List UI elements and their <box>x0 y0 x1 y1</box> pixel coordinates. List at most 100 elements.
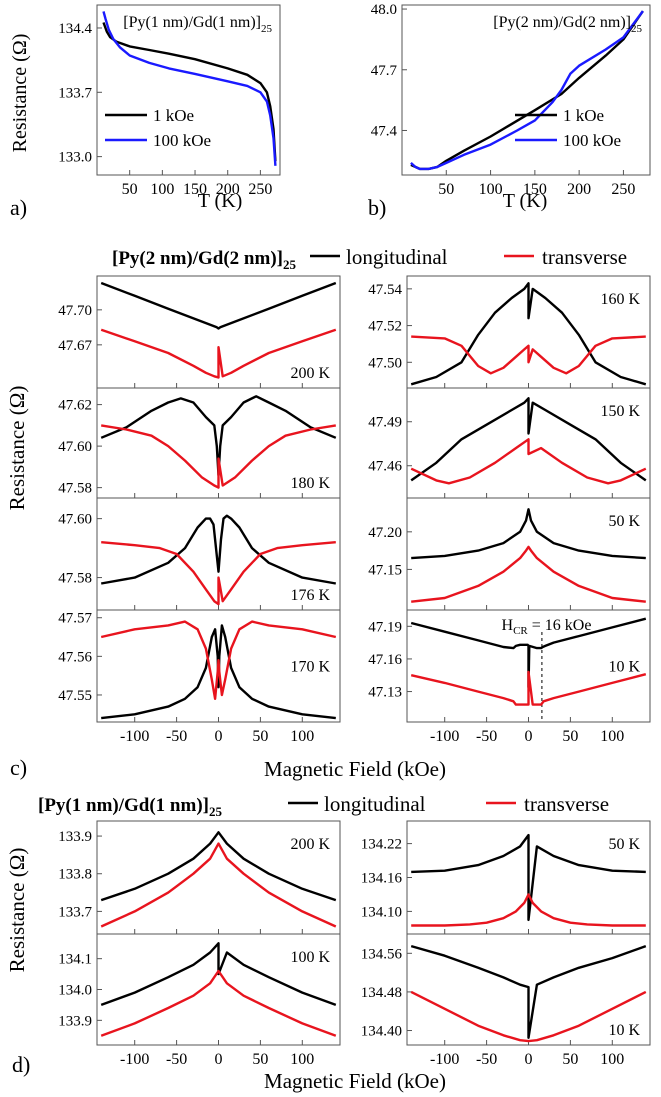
series-line-d100-longitudinal <box>100 942 337 1007</box>
temperature-label-c10: 10 K <box>608 659 640 676</box>
series-line-c200-longitudinal <box>100 281 337 330</box>
ytick-label: 47.58 <box>58 571 92 587</box>
ytick-label: 47.56 <box>58 649 92 665</box>
legend-label: 100 kOe <box>153 131 211 150</box>
group-d-title-sub: 25 <box>209 804 223 819</box>
series-line-c170-transverse <box>100 620 337 700</box>
series-line-d10-longitudinal <box>410 944 647 1039</box>
xlabel-c: Magnetic Field (kOe) <box>264 757 446 781</box>
temperature-label-c180: 180 K <box>290 475 330 492</box>
ytick-label: 47.19 <box>368 619 402 635</box>
series-line-c50-longitudinal <box>411 508 646 560</box>
ytick-label: 47.67 <box>58 338 92 354</box>
hcr-annotation-value: = 16 kOe <box>528 617 592 634</box>
series-line-d50-transverse <box>411 893 646 927</box>
panel-letter-b: b) <box>368 195 386 220</box>
series-line-d100-transverse <box>100 969 337 1037</box>
xtick-label: -50 <box>476 728 497 745</box>
ytick-label: 134.40 <box>361 1024 402 1040</box>
series-line-c50-transverse <box>411 545 646 603</box>
xtick-label: -50 <box>166 1051 187 1068</box>
chart-d200: 133.7 133.8 133.9 200 K <box>58 820 341 935</box>
temperature-label-c176: 176 K <box>290 587 330 604</box>
panel-title-b: [Py(2 nm)/Gd(2 nm)]25 <box>493 14 642 35</box>
chart-c176: 47.58 47.60 176 K <box>58 497 341 611</box>
hcr-annotation-h: H <box>502 617 514 634</box>
ytick-label: 47.62 <box>58 398 92 414</box>
chart-b: 47.4 47.7 48.0 50 100 150 200 250 [Py(2 nm)/Gd(2… <box>371 2 651 198</box>
xtick-label: 100 <box>290 1051 314 1068</box>
ytick-label: 134.56 <box>361 946 403 962</box>
chart-a: 133.0 133.7 134.4 50 100 150 200 250 [Py(1 nm)/G… <box>58 4 281 198</box>
temperature-label-c150: 150 K <box>600 403 640 420</box>
series-line-d200-transverse <box>100 842 337 928</box>
temperature-label-d100: 100 K <box>290 949 330 966</box>
ytick-label: 134.1 <box>58 952 92 968</box>
temperature-label-c50: 50 K <box>608 513 640 530</box>
xtick-label: 100 <box>290 728 314 745</box>
panel-title-main: [Py(1 nm)/Gd(1 nm)] <box>123 14 261 31</box>
xtick-label: 0 <box>215 1051 223 1068</box>
ytick-label: 134.4 <box>58 21 92 37</box>
ytick-label: 133.7 <box>58 85 92 101</box>
ytick-label: 134.0 <box>58 983 92 999</box>
xtick-label: 250 <box>248 181 272 198</box>
ytick-label: 47.57 <box>58 611 92 627</box>
ytick-label: 133.9 <box>58 1013 92 1029</box>
ylabel-c: Resistance (Ω) <box>5 386 29 511</box>
panel-title-sub: 25 <box>631 23 643 35</box>
xlabel-b: T (K) <box>503 190 548 212</box>
panel-title-a: [Py(1 nm)/Gd(1 nm)]25 <box>123 14 272 35</box>
chart-d50: 134.10 134.16 134.22 50 K <box>361 820 651 935</box>
ytick-label: 134.22 <box>361 837 402 853</box>
xtick-label: 150 <box>523 181 547 198</box>
chart-d10: 134.40 134.48 134.56 -100 -50 0 50 100 10 K <box>361 933 651 1068</box>
chart-c160: 47.50 47.52 47.54 160 K <box>368 275 651 389</box>
xtick-label: 100 <box>150 181 174 198</box>
chart-c180: 47.58 47.60 47.62 180 K <box>58 387 341 499</box>
ytick-label: 47.58 <box>58 481 92 497</box>
series-line-c150-longitudinal <box>410 397 647 482</box>
xlabel-a: T (K) <box>198 190 243 212</box>
temperature-label-c200: 200 K <box>290 365 330 382</box>
xtick-label: -50 <box>476 1051 497 1068</box>
xtick-label: 200 <box>216 181 240 198</box>
series-line-b-100-kOe <box>410 10 644 171</box>
legend-d-transverse: transverse <box>524 792 609 816</box>
xtick-label: 50 <box>562 1051 578 1068</box>
ylabel-a: Resistance (Ω) <box>9 34 31 153</box>
temperature-label-d10: 10 K <box>608 1022 640 1039</box>
chart-c170: 47.55 47.56 47.57 -100 -50 0 50 100 170 K <box>58 609 341 745</box>
ytick-label: 134.10 <box>361 904 402 920</box>
series-line-c150-transverse <box>410 438 647 485</box>
ytick-label: 133.8 <box>58 867 92 883</box>
ytick-label: 47.49 <box>368 415 402 431</box>
ytick-label: 47.20 <box>368 525 402 541</box>
xtick-label: 50 <box>438 181 454 198</box>
ylabel-d: Resistance (Ω) <box>5 848 29 973</box>
group-c-title-sub: 25 <box>283 257 297 272</box>
legend-d-longitudinal: longitudinal <box>324 792 426 816</box>
xtick-label: 150 <box>183 181 207 198</box>
group-d-title-main: [Py(1 nm)/Gd(1 nm)] <box>38 795 209 816</box>
temperature-label-c160: 160 K <box>600 291 640 308</box>
ytick-label: 47.70 <box>58 303 92 319</box>
series-line-d50-longitudinal <box>411 833 646 922</box>
xtick-label: 0 <box>215 728 223 745</box>
ytick-label: 47.7 <box>371 63 398 79</box>
ytick-label: 47.60 <box>58 512 92 528</box>
series-line-c10-longitudinal <box>410 617 647 689</box>
xtick-label: 100 <box>600 1051 624 1068</box>
ytick-label: 133.7 <box>58 904 92 920</box>
temperature-label-d200: 200 K <box>290 836 330 853</box>
series-line-d200-longitudinal <box>100 831 337 902</box>
chart-c150: 47.46 47.49 150 K <box>368 387 651 499</box>
series-line-a-100-kOe <box>102 11 277 166</box>
ytick-label: 47.60 <box>58 439 92 455</box>
xtick-label: -100 <box>120 1051 149 1068</box>
xtick-label: -100 <box>430 728 459 745</box>
xtick-label: -50 <box>166 728 187 745</box>
series-line-d10-transverse <box>410 990 647 1043</box>
chart-c200: 47.67 47.70 200 K <box>58 275 341 389</box>
xtick-label: 100 <box>479 181 503 198</box>
